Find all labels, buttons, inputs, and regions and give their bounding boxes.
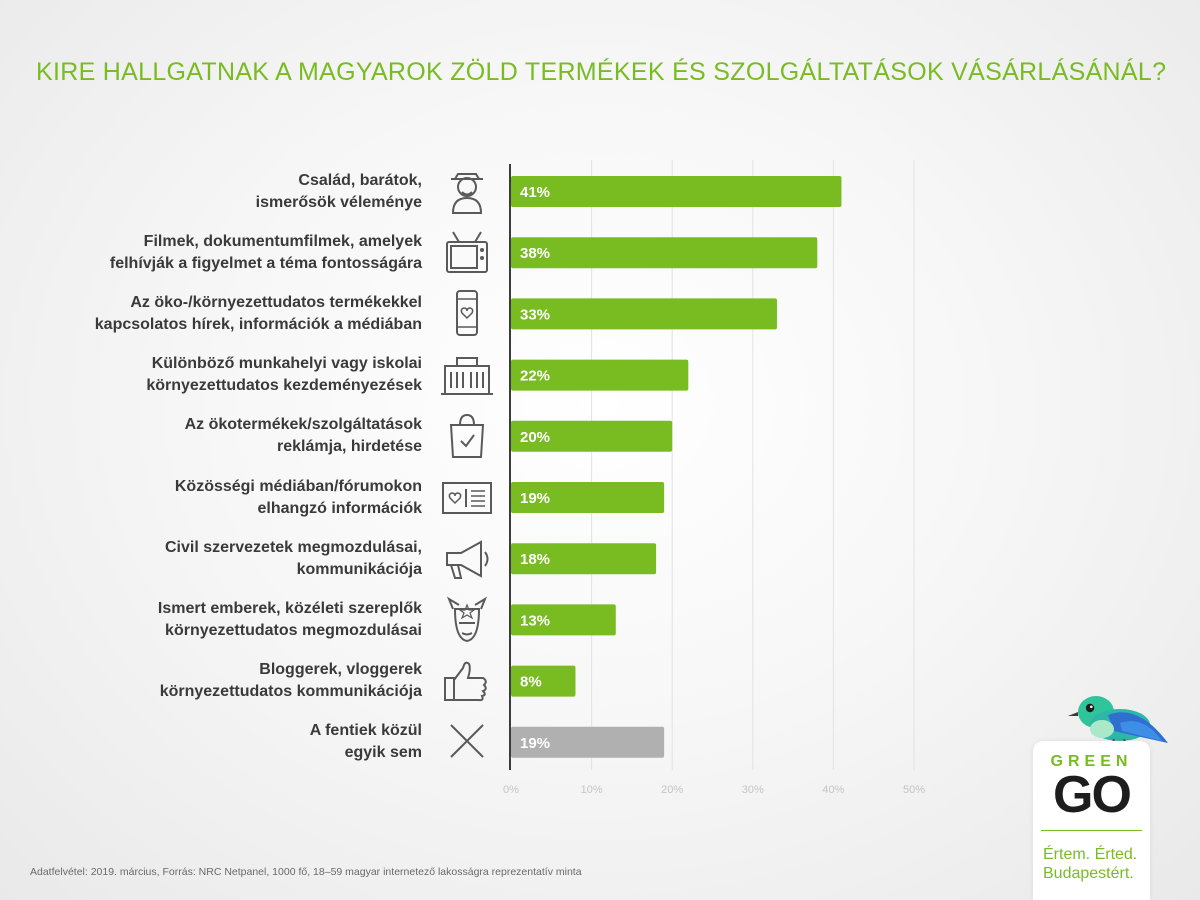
category-label-line: környezettudatos kezdeményezések [146, 377, 422, 395]
category-label-line: kommunikációja [296, 560, 422, 578]
bar-value-label: 13% [520, 612, 550, 629]
bird-illustration [1068, 696, 1168, 747]
bar-value-label: 41% [520, 184, 550, 201]
x-tick-label: 20% [661, 784, 683, 796]
x-tick-label: 50% [903, 784, 925, 796]
celebrity-icon [446, 596, 488, 642]
category-label-line: Az ökotermékek/szolgáltatások [184, 416, 422, 434]
megaphone-icon [446, 539, 489, 579]
category-label-line: Bloggerek, vloggerek [259, 661, 422, 679]
x-icon [450, 724, 484, 759]
category-label-line: Különböző munkahelyi vagy iskolai [151, 355, 422, 373]
bar [511, 298, 777, 330]
category-label-line: Ismert emberek, közéleti szereplők [157, 599, 422, 617]
bar-value-label: 19% [520, 490, 550, 507]
category-label-line: kapcsolatos hírek, információk a médiába… [94, 315, 422, 333]
social-post-icon [442, 481, 492, 514]
category-label: Közösségi médiában/fórumokon elhangzó inf… [2, 476, 422, 520]
category-label-line: Az öko-/környezettudatos termékekkel [130, 293, 422, 311]
logo-slogan-line-1: Értem. Érted. [1043, 846, 1138, 863]
phone-heart-icon [456, 289, 478, 336]
category-label: Filmek, dokumentumfilmek, amelyek felhívj… [2, 231, 422, 275]
bar-value-label: 22% [520, 368, 550, 385]
x-tick-label: 30% [742, 784, 764, 796]
bar-value-label: 18% [520, 551, 550, 568]
category-label: Család, barátok, ismerősök véleménye [2, 170, 422, 214]
category-label: Bloggerek, vloggerek környezettudatos kom… [2, 659, 422, 703]
x-tick-label: 40% [822, 784, 844, 796]
bar-value-label: 33% [520, 306, 550, 323]
category-label: Az öko-/környezettudatos termékekkel kapc… [2, 292, 422, 336]
source-note: Adatfelvétel: 2019. március, Forrás: NRC… [30, 866, 582, 878]
bar [511, 237, 818, 269]
category-label-line: A fentiek közül [309, 722, 422, 740]
category-label-line: Filmek, dokumentumfilmek, amelyek [143, 232, 422, 250]
tv-icon [446, 231, 488, 273]
logo-wordmark-bottom: GO [1053, 766, 1132, 824]
bar [511, 604, 616, 636]
bar-value-label: 20% [520, 429, 550, 446]
bar-value-label: 38% [520, 245, 550, 262]
bar [511, 543, 657, 575]
category-label-line: ismerősök véleménye [255, 193, 422, 211]
thumbs-up-icon [444, 661, 487, 702]
shopping-bag-icon [449, 414, 485, 459]
logo-divider [1041, 830, 1142, 831]
category-label-line: Civil szervezetek megmozdulásai, [165, 538, 422, 556]
category-label-line: környezettudatos megmozdulásai [165, 621, 422, 639]
bar [511, 420, 673, 452]
category-label-line: környezettudatos kommunikációja [159, 683, 422, 701]
bar [511, 176, 842, 207]
person-icon [451, 172, 483, 214]
category-label-line: Család, barátok, [298, 171, 422, 189]
category-label: Civil szervezetek megmozdulásai, kommunik… [2, 537, 422, 581]
greengo-logo: GREEN GO Értem. Érted. Budapestért. [1033, 741, 1150, 900]
x-tick-label: 10% [581, 784, 603, 796]
chart-title: KIRE HALLGATNAK A MAGYAROK ZÖLD TERMÉKEK… [36, 58, 1167, 86]
logo-slogan: Értem. Érted. Budapestért. [1043, 845, 1148, 883]
building-icon [441, 357, 493, 396]
bar [511, 665, 576, 697]
bar [511, 359, 689, 391]
bar [511, 726, 665, 758]
x-tick-label: 0% [503, 784, 519, 796]
category-label-line: egyik sem [344, 744, 422, 762]
category-label: Az ökotermékek/szolgáltatások reklámja, h… [2, 414, 422, 458]
x-axis-ticks: 0% 10% 20% 30% 40% 50% [503, 784, 925, 796]
category-label-line: reklámja, hirdetése [277, 438, 422, 456]
bar-value-label: 19% [520, 735, 550, 752]
category-label-line: elhangzó információk [257, 499, 422, 517]
bar-value-label: 8% [520, 674, 542, 691]
category-label: Ismert emberek, közéleti szereplők környe… [2, 598, 422, 642]
category-label-line: Közösségi médiában/fórumokon [174, 477, 422, 495]
category-label-line: felhívják a figyelmet a téma fontosságár… [109, 254, 422, 272]
category-label: A fentiek közül egyik sem [2, 720, 422, 764]
logo-slogan-line-2: Budapestért. [1043, 865, 1134, 882]
category-label: Különböző munkahelyi vagy iskolai környez… [2, 353, 422, 397]
bar [511, 482, 665, 513]
bars: 41% 38% 33% 22% 20% 19% 18% 13% 8% 19% [511, 176, 842, 758]
logo-wordmark-top: GREEN [1050, 753, 1133, 770]
